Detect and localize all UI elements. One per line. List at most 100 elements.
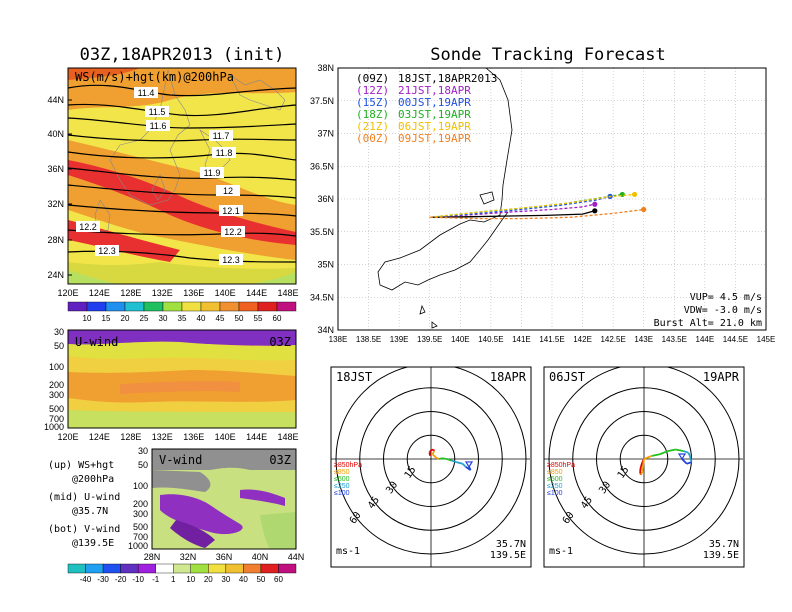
contour-label: 12.3 (95, 245, 119, 256)
track-legend-z: (12Z) (356, 84, 389, 97)
hodo-segment (451, 459, 457, 464)
map-colorbar-box (257, 301, 278, 312)
map-lon-label: 144E (246, 288, 267, 298)
hodo-level-label: ≤500 (547, 476, 563, 483)
track-lon-label: 141E (512, 335, 531, 344)
track-lon-label: 139E (390, 335, 409, 344)
map-lon-label: 128E (120, 288, 141, 298)
desc-up: (up) WS+hgt (48, 460, 114, 471)
desc-mid: (mid) U-wind (48, 492, 120, 503)
u-pressure-label: 500 (49, 404, 64, 414)
v-lat-label: 40N (252, 552, 269, 562)
contour-label: 11.8 (212, 147, 236, 158)
v-colorbar-box (260, 563, 279, 574)
hodo-segment (683, 450, 689, 454)
track-lat-label: 35N (317, 260, 334, 270)
hodo-segment (659, 450, 669, 456)
track-endpoint (592, 208, 598, 214)
track-series-line (429, 193, 635, 218)
hodo-level-label: ≤250 (547, 483, 563, 490)
v-colorbar-box (173, 563, 191, 574)
track-lon-label: 141.5E (539, 335, 564, 344)
map-colorbar-label: 35 (178, 314, 187, 323)
hodo-segment (667, 448, 676, 452)
v-wind-field (152, 449, 296, 549)
hodo-jst: 06JST (549, 370, 585, 384)
u-lon-label: 128E (120, 432, 141, 442)
hodo-level-label: ≤500 (334, 476, 350, 483)
contour-label: 11.6 (146, 120, 170, 131)
v-pressure-label: 30 (138, 446, 148, 456)
map-colorbar-box (181, 301, 202, 312)
v-colorbar-label: 10 (186, 575, 195, 584)
track-legend-jst: 00JST,19APR (398, 96, 471, 109)
track-endpoint (641, 206, 647, 213)
v-colorbar-box (208, 563, 227, 574)
u-lon-label: 120E (57, 432, 78, 442)
hodo-lat: 35.7N (496, 539, 526, 550)
track-lon-label: 140E (451, 335, 470, 344)
v-colorbar-box (278, 563, 297, 574)
v-pressure-label: 1000 (128, 541, 148, 551)
contour-label: 11.7 (209, 130, 233, 141)
map-colorbar-box (124, 301, 145, 312)
map-colorbar-box (67, 301, 88, 312)
v-pressure-label: 100 (133, 481, 148, 491)
v-colorbar-box (190, 563, 209, 574)
v-colorbar-box (85, 563, 104, 574)
svg-text:12: 12 (223, 186, 233, 196)
hodo-lon: 139.5E (703, 550, 739, 561)
track-legend-jst: 21JST,18APR (398, 84, 471, 97)
v-colorbar-label: -20 (115, 575, 127, 584)
track-series-line (429, 195, 611, 218)
svg-text:11.9: 11.9 (204, 168, 221, 178)
hodo-level-label: ≥850hPa (547, 462, 575, 469)
track-legend-jst: 03JST,19APR (398, 108, 471, 121)
tracking-params: VUP= 4.5 m/s VDW= -3.0 m/s Burst Alt= 21… (654, 292, 762, 329)
v-colorbar-box (67, 563, 86, 574)
contour-label: 12.2 (221, 226, 245, 237)
map-lon-label: 124E (89, 288, 110, 298)
hodo-segment (687, 452, 691, 457)
u-pressure-label: 1000 (44, 422, 64, 432)
v-colorbar-label: 1 (171, 575, 176, 584)
track-legend-jst: 06JST,19APR (398, 120, 471, 133)
hodo-unit: ms-1 (549, 546, 573, 557)
svg-text:11.6: 11.6 (150, 121, 167, 131)
map-colorbar-label: 15 (102, 314, 111, 323)
v-wind-label: V-wind (159, 453, 202, 467)
v-colorbar-box (155, 563, 174, 574)
v-pressure-label: 300 (133, 509, 148, 519)
v-pressure-label: 500 (133, 522, 148, 532)
hodo-lat: 35.7N (709, 539, 739, 550)
v-colorbar-box (120, 563, 139, 574)
map-colorbar-label: 25 (140, 314, 149, 323)
track-legend-jst: 09JST,19APR (398, 132, 471, 145)
track-lon-label: 144E (696, 335, 715, 344)
tracking-coastline (377, 68, 513, 329)
svg-text:11.8: 11.8 (216, 148, 233, 158)
hodo-segment (431, 450, 435, 455)
hodo-segment (681, 458, 688, 465)
u-lon-label: 136E (183, 432, 204, 442)
hodo-segment (446, 458, 452, 462)
map-colorbar-box (276, 301, 297, 312)
v-colorbar-box (225, 563, 244, 574)
param-burst: Burst Alt= 21.0 km (654, 318, 762, 329)
map-field-label: WS(m/s)+hgt(km)@200hPa (75, 70, 234, 84)
map-colorbar-label: 20 (121, 314, 130, 323)
contour-label: 11.4 (134, 87, 158, 98)
track-lon-label: 138E (329, 335, 348, 344)
track-endpoint (592, 201, 598, 207)
map-title: 03Z,18APR2013 (init) (80, 45, 285, 65)
track-lat-label: 36N (317, 194, 334, 204)
map-lon-label: 148E (278, 288, 299, 298)
v-lat-label: 36N (216, 552, 233, 562)
u-pressure-label: 30 (54, 327, 64, 337)
track-legend-z: (21Z) (356, 120, 389, 133)
svg-text:11.7: 11.7 (213, 131, 230, 141)
track-legend-z: (18Z) (356, 108, 389, 121)
map-lon-label: 140E (215, 288, 236, 298)
map-colorbar-label: 40 (197, 314, 206, 323)
